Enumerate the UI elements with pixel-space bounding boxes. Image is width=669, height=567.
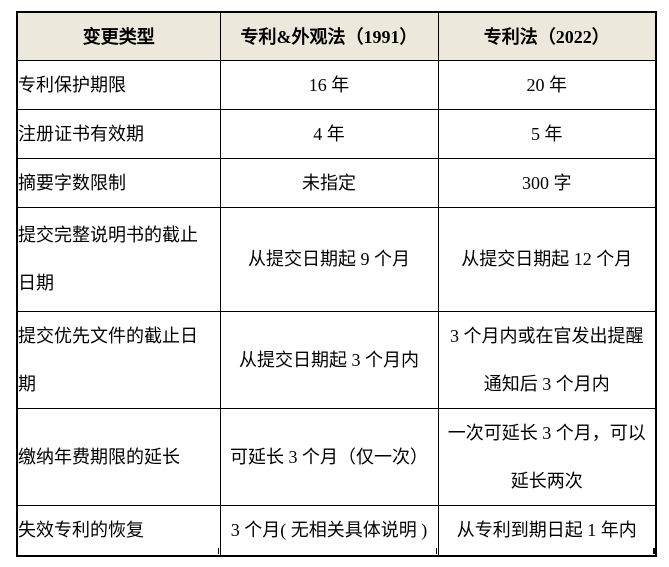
cell-law-2022: 5 年 bbox=[437, 108, 657, 159]
cell-law-1991: 可延长 3 个月（仅一次） bbox=[219, 407, 439, 506]
border-stub bbox=[436, 548, 437, 554]
table-row: 提交完整说明书的截止 日期 从提交日期起 9 个月 从提交日期起 12 个月 bbox=[16, 206, 657, 312]
cell-law-2022: 20 年 bbox=[437, 59, 657, 110]
cell-change-type: 缴纳年费期限的延长 bbox=[16, 407, 221, 506]
table-row: 摘要字数限制 未指定 300 字 bbox=[16, 157, 657, 208]
cell-law-1991: 从提交日期起 9 个月 bbox=[219, 206, 439, 312]
cell-change-type: 专利保护期限 bbox=[16, 59, 221, 110]
header-change-type: 变更类型 bbox=[16, 11, 221, 61]
header-patent-design-law-1991: 专利&外观法（1991） bbox=[219, 11, 439, 61]
table-row: 注册证书有效期 4 年 5 年 bbox=[16, 108, 657, 159]
comparison-table: 变更类型 专利&外观法（1991） 专利法（2022） 专利保护期限 16 年 … bbox=[16, 11, 657, 557]
table-row: 失效专利的恢复 3 个月( 无相关具体说明 ) 从专利到期日起 1 年内 bbox=[16, 504, 657, 557]
header-patent-law-2022: 专利法（2022） bbox=[437, 11, 657, 61]
cell-law-2022: 一次可延长 3 个月，可以 延长两次 bbox=[437, 407, 657, 506]
border-stub bbox=[653, 548, 655, 554]
cell-change-type: 提交完整说明书的截止 日期 bbox=[16, 206, 221, 312]
cell-change-type: 注册证书有效期 bbox=[16, 108, 221, 159]
cell-law-1991: 16 年 bbox=[219, 59, 439, 110]
cell-law-1991: 从提交日期起 3 个月内 bbox=[219, 310, 439, 409]
cell-law-2022: 从提交日期起 12 个月 bbox=[437, 206, 657, 312]
cell-law-2022: 300 字 bbox=[437, 157, 657, 208]
cell-law-1991: 3 个月( 无相关具体说明 ) bbox=[219, 504, 439, 557]
cell-change-type: 失效专利的恢复 bbox=[16, 504, 221, 557]
border-stub bbox=[218, 548, 219, 554]
table-row: 缴纳年费期限的延长 可延长 3 个月（仅一次） 一次可延长 3 个月，可以 延长… bbox=[16, 407, 657, 506]
cell-law-2022: 从专利到期日起 1 年内 bbox=[437, 504, 657, 557]
cell-law-2022: 3 个月内或在官发出提醒 通知后 3 个月内 bbox=[437, 310, 657, 409]
table-header-row: 变更类型 专利&外观法（1991） 专利法（2022） bbox=[16, 11, 657, 61]
cell-law-1991: 4 年 bbox=[219, 108, 439, 159]
cell-change-type: 提交优先文件的截止日 期 bbox=[16, 310, 221, 409]
table-row: 提交优先文件的截止日 期 从提交日期起 3 个月内 3 个月内或在官发出提醒 通… bbox=[16, 310, 657, 409]
border-stub bbox=[16, 548, 18, 554]
table-row: 专利保护期限 16 年 20 年 bbox=[16, 59, 657, 110]
cell-change-type: 摘要字数限制 bbox=[16, 157, 221, 208]
cell-law-1991: 未指定 bbox=[219, 157, 439, 208]
